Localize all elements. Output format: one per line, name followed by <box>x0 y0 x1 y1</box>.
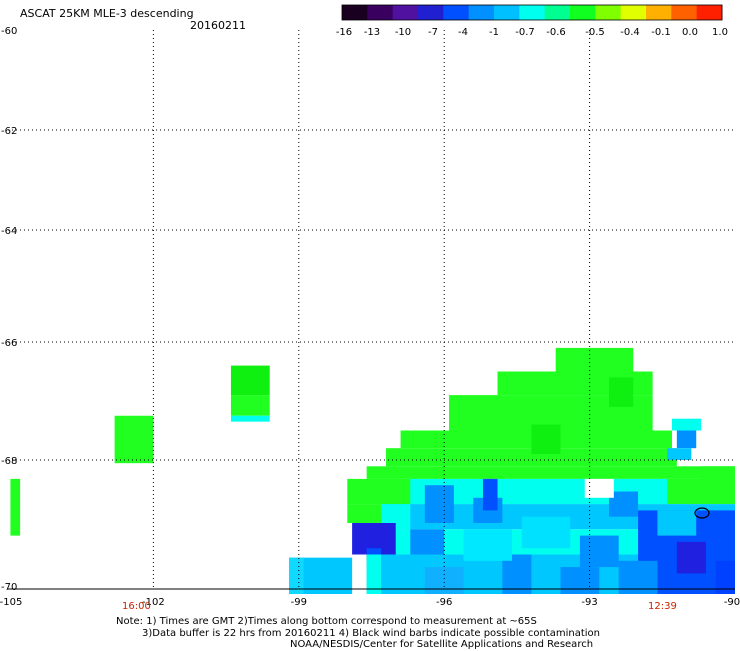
data-cell <box>424 567 464 594</box>
note-line-3: NOAA/NESDIS/Center for Satellite Applica… <box>290 639 594 650</box>
colorbar-swatch <box>342 5 368 20</box>
data-cell <box>555 347 634 372</box>
x-tick-label: -96 <box>436 597 452 608</box>
data-cell <box>531 424 561 455</box>
colorbar-swatch <box>696 5 723 20</box>
data-cell <box>657 510 697 536</box>
time-label-right: 12:39 <box>648 601 677 612</box>
colorbar-tick-label: -1 <box>489 27 499 38</box>
data-cell <box>667 448 692 460</box>
data-cell <box>502 554 532 594</box>
colorbar-swatch <box>468 5 495 20</box>
data-cell <box>114 415 154 464</box>
colorbar-tick-label: -13 <box>364 27 380 38</box>
y-tick-label: -66 <box>1 338 17 349</box>
x-tick-label: -90 <box>724 597 740 608</box>
colorbar-swatch <box>544 5 571 20</box>
data-cell <box>715 560 735 594</box>
product-title: ASCAT 25KM MLE-3 descending <box>20 7 194 20</box>
data-cell <box>676 430 697 449</box>
data-cell <box>584 478 614 498</box>
x-tick-label: -99 <box>291 597 307 608</box>
colorbar-swatch <box>418 5 444 20</box>
data-cell <box>347 504 382 523</box>
colorbar-swatch <box>620 5 647 20</box>
colorbar-swatch <box>392 5 419 20</box>
colorbar-swatch <box>570 5 596 20</box>
y-tick-label: -70 <box>1 582 17 593</box>
data-cell <box>289 557 304 594</box>
contamination-marker <box>694 507 710 519</box>
y-tick-label: -64 <box>1 226 17 237</box>
colorbar-swatch <box>443 5 470 20</box>
colorbar-swatch <box>494 5 520 20</box>
data-cell <box>230 415 270 422</box>
data-cell <box>386 448 677 467</box>
data-cell <box>230 365 270 396</box>
y-tick-label: -62 <box>1 126 17 137</box>
colorbar-border <box>341 4 723 21</box>
colorbar-tick-label: 1.0 <box>712 27 728 38</box>
data-cell <box>618 560 658 594</box>
data-cell <box>608 377 634 407</box>
colorbar-tick-label: -0.7 <box>515 27 535 38</box>
y-tick-label: -68 <box>1 456 17 467</box>
data-cell <box>463 529 513 561</box>
colorbar-tick-label: -0.4 <box>620 27 640 38</box>
data-cell <box>579 535 619 568</box>
x-tick-label: -93 <box>581 597 597 608</box>
x-tick-label: -102 <box>142 597 165 608</box>
note-line-1: Note: 1) Times are GMT 2)Times along bot… <box>116 616 537 627</box>
data-cells <box>10 347 735 594</box>
colorbar-tick-label: -7 <box>428 27 438 38</box>
data-cell <box>410 529 445 555</box>
colorbar-tick-label: -10 <box>395 27 411 38</box>
data-cell <box>10 478 21 536</box>
colorbar: -16 -13 -10 -7 -4 -1 -0.7 -0.6 -0.5 -0.4 -0.1 0.0 1.… <box>336 4 728 38</box>
data-cell <box>521 516 571 549</box>
data-cell <box>676 541 706 574</box>
data-cell <box>424 485 454 523</box>
colorbar-swatch <box>519 5 546 20</box>
data-cell <box>230 395 270 416</box>
colorbar-tick-label: 0.0 <box>682 27 698 38</box>
data-cell <box>701 466 735 498</box>
y-tick-label: -60 <box>1 26 17 37</box>
colorbar-swatch <box>671 5 698 20</box>
colorbar-tick-label: -0.1 <box>651 27 671 38</box>
note-line-2: 3)Data buffer is 22 hrs from 20160211 4)… <box>142 628 600 639</box>
colorbar-tick-label: -16 <box>336 27 352 38</box>
axis-ticks: -105 -102 -99 -96 -93 -90 -60 -62 -64 -66 -68 -70 <box>0 26 740 608</box>
colorbar-tick-label: -0.6 <box>546 27 566 38</box>
colorbar-swatch <box>646 5 672 20</box>
data-cell <box>560 567 600 594</box>
data-cell <box>366 466 735 479</box>
x-tick-label: -105 <box>0 597 22 608</box>
product-date: 20160211 <box>190 19 246 32</box>
colorbar-swatch <box>595 5 622 20</box>
data-cell <box>366 554 382 594</box>
colorbar-tick-label: -4 <box>458 27 468 38</box>
time-label-left: 16:00 <box>122 601 151 612</box>
data-cell <box>482 478 498 511</box>
colorbar-tick-label: -0.5 <box>585 27 605 38</box>
colorbar-swatch <box>367 5 394 20</box>
data-cell <box>671 418 702 431</box>
